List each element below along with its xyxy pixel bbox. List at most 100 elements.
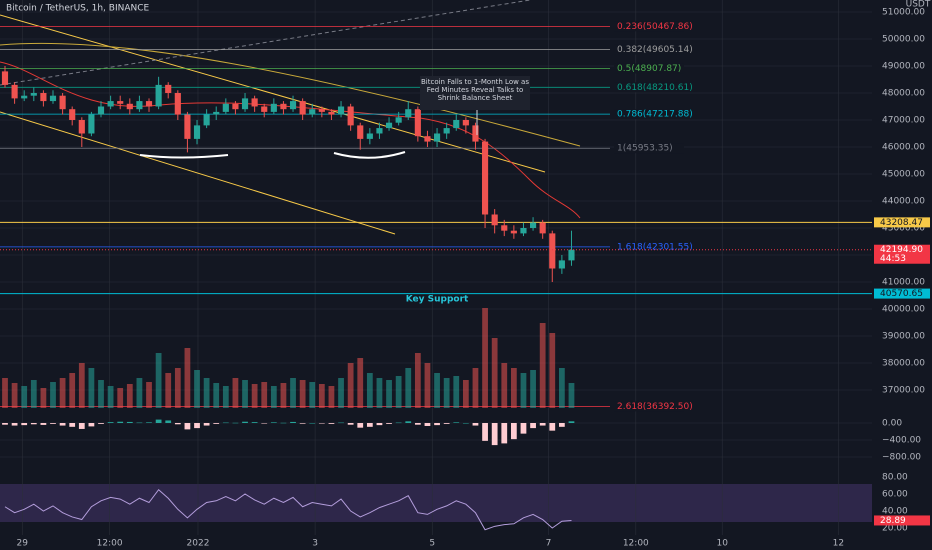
volume-bar (395, 376, 402, 408)
volume-bar (30, 380, 37, 408)
volume-bar (501, 363, 508, 408)
volume-bar (40, 388, 47, 408)
candle-body (405, 109, 412, 118)
time-axis (0, 535, 932, 550)
y-tick-label: 44000.00 (882, 196, 925, 206)
volume-bar (184, 348, 191, 408)
price-tag (874, 244, 930, 264)
volume-bar (222, 386, 229, 408)
volume-bar (482, 308, 488, 408)
macd-bar (386, 423, 392, 424)
macd-tick-label: −400.00 (882, 436, 921, 446)
volume-bar (568, 383, 575, 408)
y-tick-label: 47000.00 (882, 115, 925, 125)
candle-body (568, 249, 575, 261)
volume-bar (453, 376, 460, 408)
volume-bar (213, 383, 220, 408)
candle-body (117, 101, 124, 104)
candle-body (491, 214, 498, 226)
volume-bar (290, 378, 296, 408)
candle-body (366, 133, 373, 139)
y-tick-label: 50000.00 (882, 34, 925, 44)
candle-body (40, 92, 47, 102)
trend-line (0, 0, 531, 86)
candle-body (11, 84, 18, 99)
volume-bar (242, 380, 248, 408)
candle-body (529, 222, 537, 228)
candle-body (385, 122, 393, 129)
macd-bar (50, 423, 56, 424)
annotation-box (420, 76, 530, 110)
candle-body (155, 84, 162, 107)
macd-bar (491, 423, 498, 446)
macd-bar (40, 423, 47, 425)
annotation-text: Bitcoin Falls to 1-Month Low as Fed Minu… (420, 78, 529, 102)
volume-bar (366, 373, 373, 408)
y-tick-label: 39000.00 (882, 331, 925, 341)
y-tick-label: 38000.00 (882, 358, 925, 368)
fib-label-bg (614, 82, 684, 93)
rsi-tick-label: 40.00 (882, 507, 908, 517)
x-tick-label: 5 (429, 539, 435, 549)
volume-bar (357, 358, 364, 408)
volume-bar (136, 378, 143, 408)
macd-bar (59, 423, 66, 426)
macd-tick-label: 0.00 (882, 419, 902, 429)
x-tick-label: 2022 (187, 539, 210, 549)
fib-label: 0.5(48907.87) (617, 64, 681, 74)
macd-bar (472, 423, 479, 426)
candle-body (184, 114, 191, 139)
macd-bar (395, 422, 402, 424)
price-tag-label: 42194.90 (880, 245, 923, 255)
y-tick-label: 48000.00 (882, 88, 925, 98)
y-tick-label: 41000.00 (882, 277, 925, 287)
candle-body (49, 95, 57, 102)
macd-bar (2, 423, 8, 425)
y-tick-label: 45000.00 (882, 169, 925, 179)
volume-bar (414, 353, 421, 408)
candle-body (299, 101, 306, 115)
candle-body (462, 119, 469, 126)
macd-bar (78, 423, 85, 429)
price-tag (874, 217, 930, 228)
macd-bar (453, 422, 460, 424)
candle-body (481, 141, 489, 215)
currency: USDT (906, 0, 931, 10)
price-tag-label: 43208.47 (880, 218, 923, 228)
candle-body (328, 111, 335, 115)
candle-body (69, 109, 76, 120)
chart-title: Bitcoin / TetherUS, 1h, BINANCE (6, 4, 150, 14)
candle-body (213, 111, 220, 115)
volume-bar (203, 378, 210, 408)
candle-body (280, 103, 287, 110)
shoulder-mark (333, 151, 406, 159)
volume-bar (232, 378, 239, 408)
macd-bar (501, 423, 508, 444)
candle-body (174, 92, 181, 115)
candle-body (193, 125, 201, 139)
candle-body (357, 125, 364, 139)
macd-bar (261, 423, 268, 424)
volume-bar (328, 386, 335, 408)
candle-body (395, 117, 402, 123)
candle-body (261, 106, 268, 112)
volume-bar (78, 363, 85, 408)
fib-label-bg (614, 44, 684, 55)
candle-body (30, 92, 37, 96)
macd-bar (309, 423, 316, 424)
candle-body (165, 84, 172, 93)
volume-bar (539, 323, 546, 408)
y-tick-label: 49000.00 (882, 61, 925, 71)
macd-bar (88, 423, 95, 427)
macd-bar (165, 420, 172, 424)
volume-bar (318, 384, 325, 408)
macd-bar (549, 423, 556, 431)
shoulder-mark (139, 154, 229, 159)
candle-body (501, 225, 508, 231)
x-tick-label: 10 (716, 539, 728, 549)
macd-bar (107, 422, 114, 424)
candle-body (549, 233, 556, 269)
volume-bar (270, 386, 277, 408)
x-tick-label: 3 (312, 539, 318, 549)
